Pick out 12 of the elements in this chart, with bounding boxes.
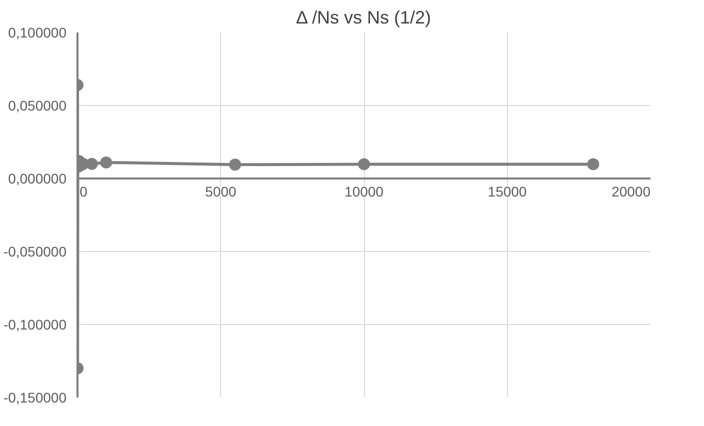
x-tick-label: 20000 [612, 184, 651, 200]
x-tick-label: 15000 [488, 184, 527, 200]
y-tick-label: 0,050000 [8, 98, 67, 114]
x-tick-label: 0 [80, 184, 88, 200]
y-tick-label: 0,100000 [8, 24, 67, 40]
chart-title: Δ /Ns vs Ns (1/2) [296, 8, 432, 28]
y-tick-label: -0,050000 [3, 244, 67, 260]
y-tick-label: -0,150000 [3, 390, 67, 406]
x-tick-label: 5000 [205, 184, 237, 200]
x-tick-label: 10000 [344, 184, 384, 200]
y-tick-label: 0,000000 [8, 170, 67, 186]
y-tick-label: -0,100000 [3, 316, 67, 332]
